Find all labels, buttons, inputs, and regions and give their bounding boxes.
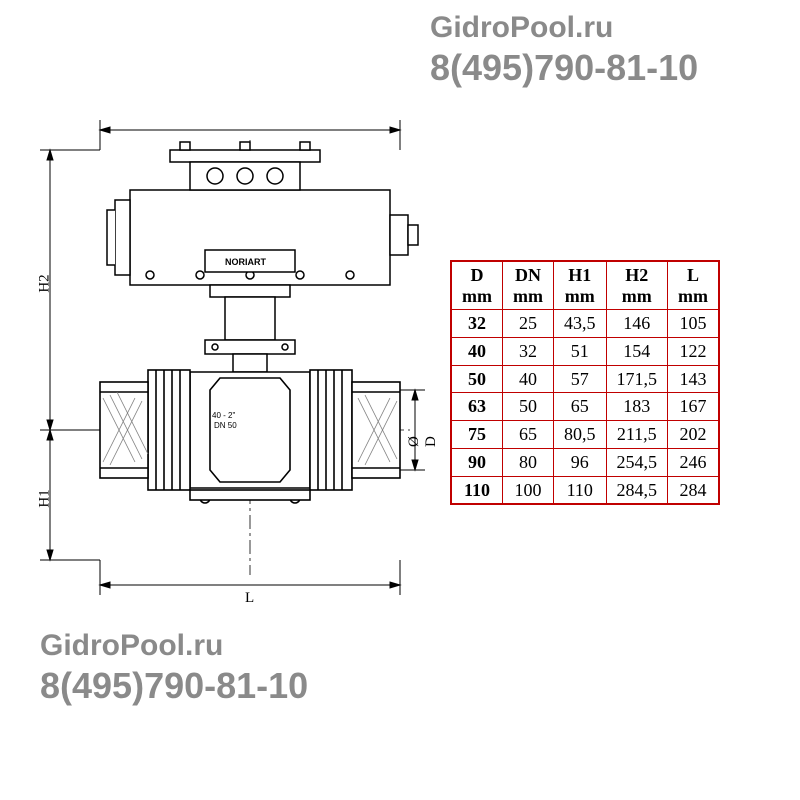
- dimensions-table-wrap: Dmm DNmm H1mm H2mm Lmm 322543,5146105403…: [450, 260, 720, 505]
- table-cell: 96: [554, 448, 607, 476]
- col-l: Lmm: [668, 261, 720, 310]
- col-h1: H1mm: [554, 261, 607, 310]
- brand-label: NORIART: [225, 257, 266, 267]
- table-cell: 57: [554, 365, 607, 393]
- table-cell: 284,5: [606, 476, 668, 504]
- dim-h1-label: H1: [37, 489, 54, 507]
- table-cell: 110: [554, 476, 607, 504]
- table-cell: 25: [503, 310, 554, 338]
- table-cell: 50: [503, 393, 554, 421]
- table-cell: 43,5: [554, 310, 607, 338]
- table-cell: 146: [606, 310, 668, 338]
- table-cell: 284: [668, 476, 720, 504]
- valve-marking-1: 40 - 2": [212, 411, 235, 420]
- table-cell: 254,5: [606, 448, 668, 476]
- table-cell: 154: [606, 338, 668, 366]
- table-cell: 32: [503, 338, 554, 366]
- table-body: 322543,5146105403251154122504057171,5143…: [451, 310, 719, 504]
- watermark-top: GidroPool.ru 8(495)790-81-10: [430, 10, 698, 89]
- table-cell: 105: [668, 310, 720, 338]
- table-cell: 65: [503, 421, 554, 449]
- col-d: Dmm: [451, 261, 503, 310]
- table-row: 110100110284,5284: [451, 476, 719, 504]
- col-h2: H2mm: [606, 261, 668, 310]
- watermark-phone: 8(495)790-81-10: [430, 46, 698, 89]
- table-header-row: Dmm DNmm H1mm H2mm Lmm: [451, 261, 719, 310]
- table-cell: 40: [503, 365, 554, 393]
- valve-svg: 40 - 2" DN 50 NORIART: [40, 120, 430, 620]
- table-cell: 51: [554, 338, 607, 366]
- table-row: 908096254,5246: [451, 448, 719, 476]
- table-cell: 246: [668, 448, 720, 476]
- watermark-site: GidroPool.ru: [430, 10, 698, 46]
- table-cell: 167: [668, 393, 720, 421]
- table-row: 322543,5146105: [451, 310, 719, 338]
- table-row: 756580,5211,5202: [451, 421, 719, 449]
- col-dn: DNmm: [503, 261, 554, 310]
- table-head: Dmm DNmm H1mm H2mm Lmm: [451, 261, 719, 310]
- dim-l-label: L: [245, 590, 254, 607]
- watermark-bot: GidroPool.ru 8(495)790-81-10: [40, 628, 308, 707]
- table-cell: 80: [503, 448, 554, 476]
- dim-h2-label: H2: [37, 274, 54, 292]
- table-row: 504057171,5143: [451, 365, 719, 393]
- table-cell: 122: [668, 338, 720, 366]
- valve-marking-2: DN 50: [214, 421, 237, 430]
- watermark-phone: 8(495)790-81-10: [40, 664, 308, 707]
- table-cell: 100: [503, 476, 554, 504]
- table-cell: 202: [668, 421, 720, 449]
- watermark-site: GidroPool.ru: [40, 628, 308, 664]
- table-cell: 143: [668, 365, 720, 393]
- table-cell: 171,5: [606, 365, 668, 393]
- table-cell: 32: [451, 310, 503, 338]
- table-cell: 65: [554, 393, 607, 421]
- table-cell: 90: [451, 448, 503, 476]
- table-cell: 40: [451, 338, 503, 366]
- table-cell: 50: [451, 365, 503, 393]
- dim-d-label: Ø D: [406, 433, 440, 447]
- table-cell: 110: [451, 476, 503, 504]
- table-cell: 183: [606, 393, 668, 421]
- table-cell: 211,5: [606, 421, 668, 449]
- dimensions-table: Dmm DNmm H1mm H2mm Lmm 322543,5146105403…: [450, 260, 720, 505]
- table-cell: 63: [451, 393, 503, 421]
- table-cell: 75: [451, 421, 503, 449]
- table-cell: 80,5: [554, 421, 607, 449]
- table-row: 635065183167: [451, 393, 719, 421]
- valve-diagram: 40 - 2" DN 50 NORIART H2 H1 L Ø D: [40, 120, 430, 620]
- table-row: 403251154122: [451, 338, 719, 366]
